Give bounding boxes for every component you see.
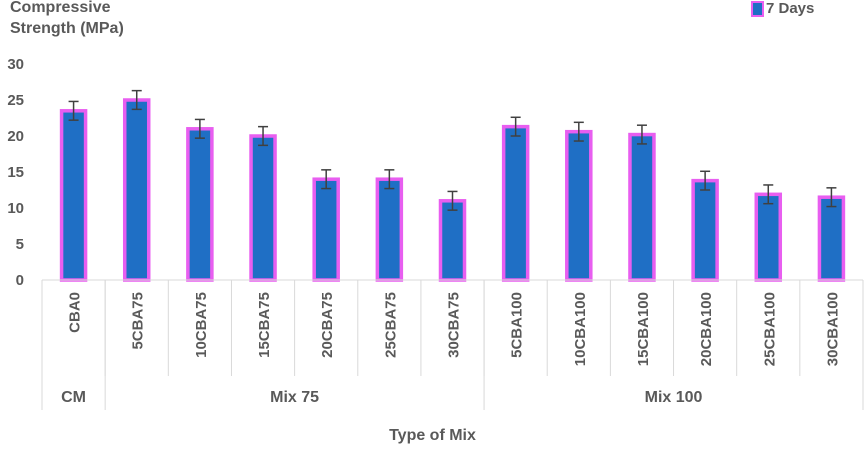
bar bbox=[186, 127, 214, 282]
y-tick-label: 15 bbox=[7, 164, 24, 181]
group-label: CM bbox=[61, 389, 86, 406]
category-label: 30CBA100 bbox=[824, 292, 841, 366]
category-label: 15CBA100 bbox=[635, 292, 652, 366]
bar bbox=[438, 199, 467, 282]
y-axis-title-line-1: Compressive bbox=[10, 0, 111, 16]
y-axis-title-line-2: Strength (MPa) bbox=[10, 20, 124, 37]
category-label: 5CBA75 bbox=[130, 292, 147, 350]
bar bbox=[249, 134, 277, 282]
bar bbox=[691, 178, 719, 282]
bar bbox=[817, 195, 846, 282]
y-tick-label: 30 bbox=[7, 56, 24, 73]
bar bbox=[122, 98, 151, 282]
category-label: 10CBA100 bbox=[572, 292, 589, 366]
group-label: Mix 100 bbox=[645, 389, 703, 406]
bar bbox=[628, 132, 656, 282]
category-label: CBA0 bbox=[67, 292, 84, 333]
category-label: 30CBA75 bbox=[446, 292, 463, 358]
bar bbox=[375, 177, 404, 282]
category-label: 15CBA75 bbox=[256, 292, 273, 358]
y-tick-label: 10 bbox=[7, 200, 24, 217]
category-label: 20CBA100 bbox=[698, 292, 715, 366]
bar bbox=[59, 109, 88, 282]
category-label: 25CBA75 bbox=[382, 292, 399, 358]
bar bbox=[501, 124, 530, 282]
y-tick-label: 20 bbox=[7, 128, 24, 145]
category-label: 20CBA75 bbox=[319, 292, 336, 358]
legend-label: 7 Days bbox=[766, 0, 815, 17]
bar bbox=[565, 129, 593, 282]
category-label: 10CBA75 bbox=[193, 292, 210, 358]
y-tick-label: 25 bbox=[7, 92, 24, 109]
legend: 7 Days bbox=[751, 0, 814, 17]
x-axis-title: Type of Mix bbox=[389, 427, 476, 444]
y-tick-label: 5 bbox=[16, 236, 24, 253]
category-label: 5CBA100 bbox=[509, 292, 526, 358]
bar bbox=[754, 192, 783, 282]
group-label: Mix 75 bbox=[270, 389, 319, 406]
bar bbox=[312, 177, 340, 282]
category-label: 25CBA100 bbox=[761, 292, 778, 366]
legend-swatch bbox=[751, 0, 764, 17]
y-tick-label: 0 bbox=[16, 272, 24, 289]
